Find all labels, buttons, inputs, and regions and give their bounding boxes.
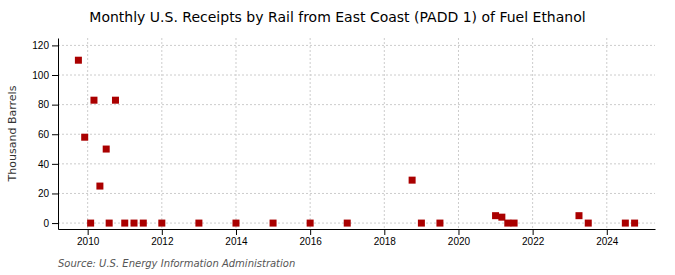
y-tick: 80 (38, 99, 58, 110)
point (344, 220, 351, 227)
grid-line-y (58, 45, 655, 46)
y-axis-title: Thousand Barrels (6, 85, 19, 182)
x-tick-mark (236, 229, 237, 235)
point (270, 220, 277, 227)
y-tick: 100 (32, 70, 58, 81)
grid-line-y (58, 75, 655, 76)
grid-line-x (532, 38, 533, 229)
y-tick-mark (52, 164, 58, 165)
point (418, 220, 425, 227)
point (575, 212, 582, 219)
x-tick: 2012 (151, 229, 174, 247)
x-tick-mark (384, 229, 385, 235)
y-tick-mark (52, 45, 58, 46)
y-tick-mark (52, 134, 58, 135)
y-axis-line (58, 39, 59, 230)
point (140, 220, 147, 227)
point (436, 220, 443, 227)
point (622, 220, 629, 227)
grid-line-x (87, 38, 88, 229)
point (87, 220, 94, 227)
x-tick: 2022 (522, 229, 545, 247)
grid-line-y (58, 223, 655, 224)
x-tick-mark (162, 229, 163, 235)
point (81, 134, 88, 141)
point (112, 97, 119, 104)
y-tick-label: 60 (38, 129, 50, 140)
x-tick-label: 2010 (77, 236, 100, 247)
point (75, 57, 82, 64)
x-tick-mark (533, 229, 534, 235)
y-tick-mark (52, 105, 58, 106)
source-note: Source: U.S. Energy Information Administ… (58, 258, 295, 269)
grid (58, 38, 655, 229)
title: Monthly U.S. Receipts by Rail from East … (89, 9, 585, 25)
y-axis: 0 20 40 60 80 100 120 (32, 39, 58, 230)
x-axis-line (59, 229, 656, 230)
grid-line-y (58, 134, 655, 135)
x-tick-label: 2022 (522, 236, 545, 247)
x-tick: 2024 (596, 229, 619, 247)
chart: 2010 2012 2014 2016 2018 2020 2022 2024 0 20 40 60 8… (0, 0, 675, 275)
grid-line-y (58, 193, 655, 194)
y-tick: 20 (38, 188, 58, 199)
points (75, 57, 638, 227)
grid-line-x (606, 38, 607, 229)
grid-line-x (458, 38, 459, 229)
point (307, 220, 314, 227)
point (232, 220, 239, 227)
point (409, 177, 416, 184)
x-tick-label: 2016 (300, 236, 323, 247)
x-tick-mark (310, 229, 311, 235)
y-tick-label: 0 (43, 218, 49, 229)
x-tick-label: 2018 (374, 236, 397, 247)
y-tick: 120 (32, 40, 58, 51)
point (96, 183, 103, 190)
point (158, 220, 165, 227)
point (131, 220, 138, 227)
y-tick: 60 (38, 129, 58, 140)
x-tick-mark (607, 229, 608, 235)
point (103, 146, 110, 153)
grid-line-x (384, 38, 385, 229)
point (585, 220, 592, 227)
x-tick: 2018 (374, 229, 397, 247)
point (121, 220, 128, 227)
grid-line-x (235, 38, 236, 229)
x-tick: 2014 (225, 229, 248, 247)
point (511, 220, 518, 227)
y-tick-label: 40 (38, 159, 50, 170)
x-tick-label: 2020 (448, 236, 471, 247)
y-tick: 40 (38, 159, 58, 170)
y-tick-label: 120 (32, 40, 49, 51)
y-tick-label: 80 (38, 99, 50, 110)
y-tick-label: 100 (32, 70, 49, 81)
point (631, 220, 638, 227)
grid-line-x (310, 38, 311, 229)
x-tick: 2016 (300, 229, 323, 247)
point (106, 220, 113, 227)
x-tick-mark (88, 229, 89, 235)
point (504, 220, 511, 227)
x-axis: 2010 2012 2014 2016 2018 2020 2022 2024 (59, 229, 656, 247)
point (492, 212, 499, 219)
y-tick-label: 20 (38, 188, 50, 199)
plot: 2010 2012 2014 2016 2018 2020 2022 2024 0 20 40 60 8… (32, 38, 655, 247)
point (90, 97, 97, 104)
y-tick: 0 (43, 218, 58, 229)
y-tick-mark (52, 193, 58, 194)
x-tick-label: 2014 (225, 236, 248, 247)
x-tick-mark (458, 229, 459, 235)
grid-line-y (58, 163, 655, 164)
y-tick-mark (52, 223, 58, 224)
x-tick-label: 2012 (151, 236, 174, 247)
grid-line-x (161, 38, 162, 229)
y-tick-mark (52, 75, 58, 76)
x-tick: 2010 (77, 229, 100, 247)
x-tick-label: 2024 (596, 236, 619, 247)
x-tick: 2020 (448, 229, 471, 247)
grid-line-y (58, 104, 655, 105)
point (195, 220, 202, 227)
